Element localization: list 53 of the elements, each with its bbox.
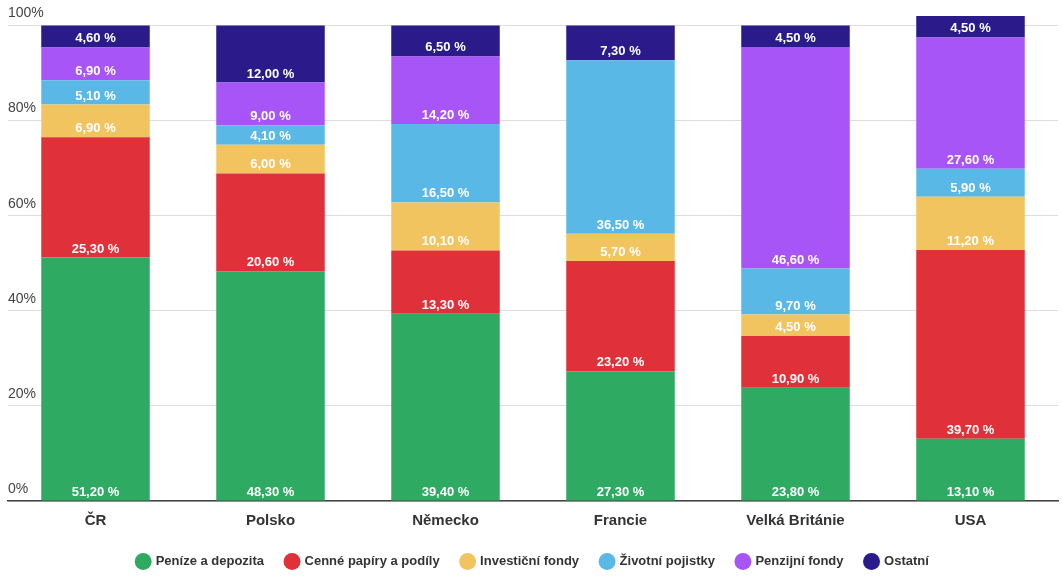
y-tick-label: 60%: [8, 194, 37, 211]
legend-label: Cenné papíry a podíly: [304, 553, 441, 569]
y-tick-label: 40%: [8, 289, 37, 306]
data-label: 51,20 %: [71, 483, 120, 499]
y-tick-label: 20%: [8, 384, 37, 401]
data-label: 27,30 %: [596, 483, 645, 499]
data-label: 6,90 %: [75, 120, 117, 136]
y-tick-label: 80%: [8, 99, 37, 116]
data-label: 5,70 %: [600, 243, 642, 259]
legend-label: Investiční fondy: [480, 553, 580, 569]
data-label: 48,30 %: [246, 483, 295, 499]
data-label: 5,90 %: [950, 179, 992, 195]
data-label: 20,60 %: [246, 254, 295, 270]
data-label: 46,60 %: [771, 251, 820, 267]
x-tick-label: Polsko: [245, 511, 296, 529]
data-label: 4,50 %: [950, 20, 992, 36]
data-label: 4,10 %: [250, 127, 292, 143]
legend-label: Peníze a depozita: [155, 553, 265, 569]
x-tick-label: Velká Británie: [746, 511, 845, 529]
data-label: 36,50 %: [596, 216, 645, 232]
data-label: 7,30 %: [600, 43, 642, 59]
data-label: 13,10 %: [946, 483, 995, 499]
legend-label: Ostatní: [884, 553, 930, 569]
data-label: 39,40 %: [421, 483, 470, 499]
x-tick-label: USA: [954, 511, 987, 529]
data-label: 25,30 %: [71, 240, 120, 256]
x-tick-label: Francie: [593, 511, 648, 529]
data-label: 6,00 %: [250, 156, 292, 172]
data-label: 10,90 %: [771, 370, 820, 386]
data-label: 23,80 %: [771, 483, 820, 499]
data-label: 4,50 %: [775, 29, 817, 45]
data-label: 10,10 %: [421, 233, 470, 249]
x-tick-label: ČR: [84, 511, 107, 529]
data-label: 23,20 %: [596, 354, 645, 370]
data-label: 9,00 %: [250, 108, 292, 124]
data-label: 13,30 %: [421, 296, 470, 312]
data-label: 4,50 %: [775, 319, 817, 335]
data-label: 14,20 %: [421, 107, 470, 123]
y-tick-label: 100%: [8, 4, 44, 21]
data-label: 16,50 %: [421, 185, 470, 201]
data-label: 4,60 %: [75, 30, 117, 46]
legend-label: Penzijní fondy: [755, 553, 845, 569]
data-label: 27,60 %: [946, 151, 995, 167]
data-label: 5,10 %: [75, 87, 117, 103]
y-tick-label: 0%: [8, 479, 29, 496]
data-label: 6,90 %: [75, 63, 117, 79]
data-label: 39,70 %: [946, 421, 995, 437]
data-label: 12,00 %: [246, 65, 295, 81]
data-label: 11,20 %: [947, 233, 995, 249]
legend-label: Životní pojistky: [619, 553, 716, 569]
x-tick-label: Německo: [412, 511, 479, 529]
data-label: 9,70 %: [775, 297, 817, 313]
data-label: 6,50 %: [425, 39, 467, 55]
